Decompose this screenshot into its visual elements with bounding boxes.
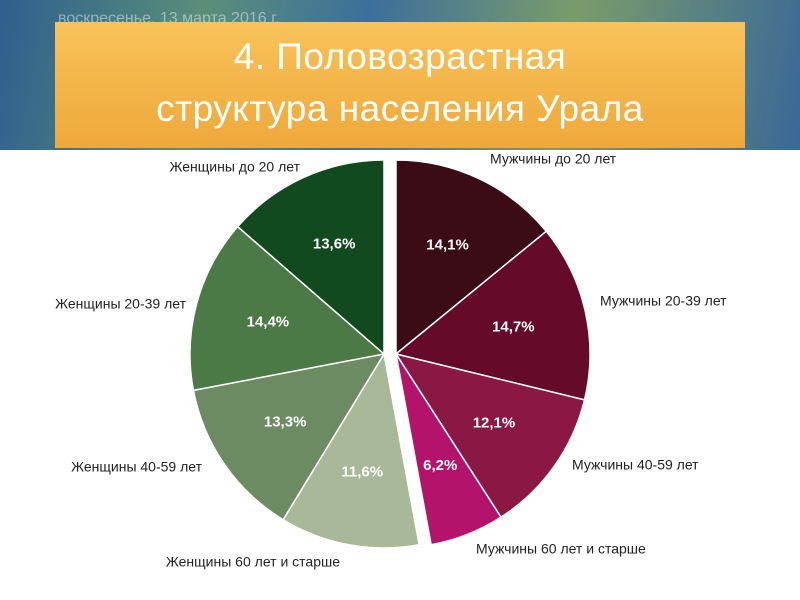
title-box: 4. Половозрастная структура населения Ур… <box>55 22 745 148</box>
value-label: 14,1% <box>426 236 469 253</box>
category-label: Женщины 40-59 лет <box>71 459 202 475</box>
category-label: Женщины 20-39 лет <box>55 296 186 312</box>
value-label: 14,4% <box>247 314 290 331</box>
title-line: 4. Половозрастная <box>233 36 567 77</box>
pie-slice <box>236 159 385 356</box>
category-label: Мужчины до 20 лет <box>490 151 617 167</box>
category-label: Женщины до 20 лет <box>169 159 300 175</box>
category-label: Женщины 60 лет и старше <box>166 554 340 570</box>
category-label: Мужчины 60 лет и старше <box>476 541 646 557</box>
pie-slice <box>394 352 586 519</box>
value-label: 11,6% <box>341 463 383 480</box>
pie-slice <box>189 225 386 392</box>
title-line: структура населения Урала <box>156 88 644 129</box>
pie-slice <box>192 352 386 521</box>
value-label: 14,7% <box>492 318 535 335</box>
pie-slice <box>394 230 591 401</box>
value-label: 6,2% <box>423 457 457 474</box>
pie-slice <box>395 159 548 356</box>
value-label: 12,1% <box>473 415 516 432</box>
category-label: Мужчины 20-39 лет <box>600 293 727 309</box>
value-label: 13,3% <box>264 414 307 431</box>
category-label: Мужчины 40-59 лет <box>572 457 699 473</box>
pie-slice <box>282 351 421 549</box>
pie-slice <box>395 353 503 546</box>
value-label: 13,6% <box>313 236 356 253</box>
